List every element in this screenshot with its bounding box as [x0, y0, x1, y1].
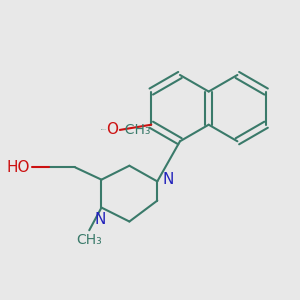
Text: CH₃: CH₃: [76, 233, 102, 247]
Text: O: O: [106, 122, 118, 137]
Text: HO: HO: [6, 160, 30, 175]
Text: CH₃: CH₃: [116, 123, 150, 137]
Text: N: N: [162, 172, 174, 187]
Text: methoxy: methoxy: [101, 129, 107, 130]
Text: N: N: [94, 212, 105, 227]
